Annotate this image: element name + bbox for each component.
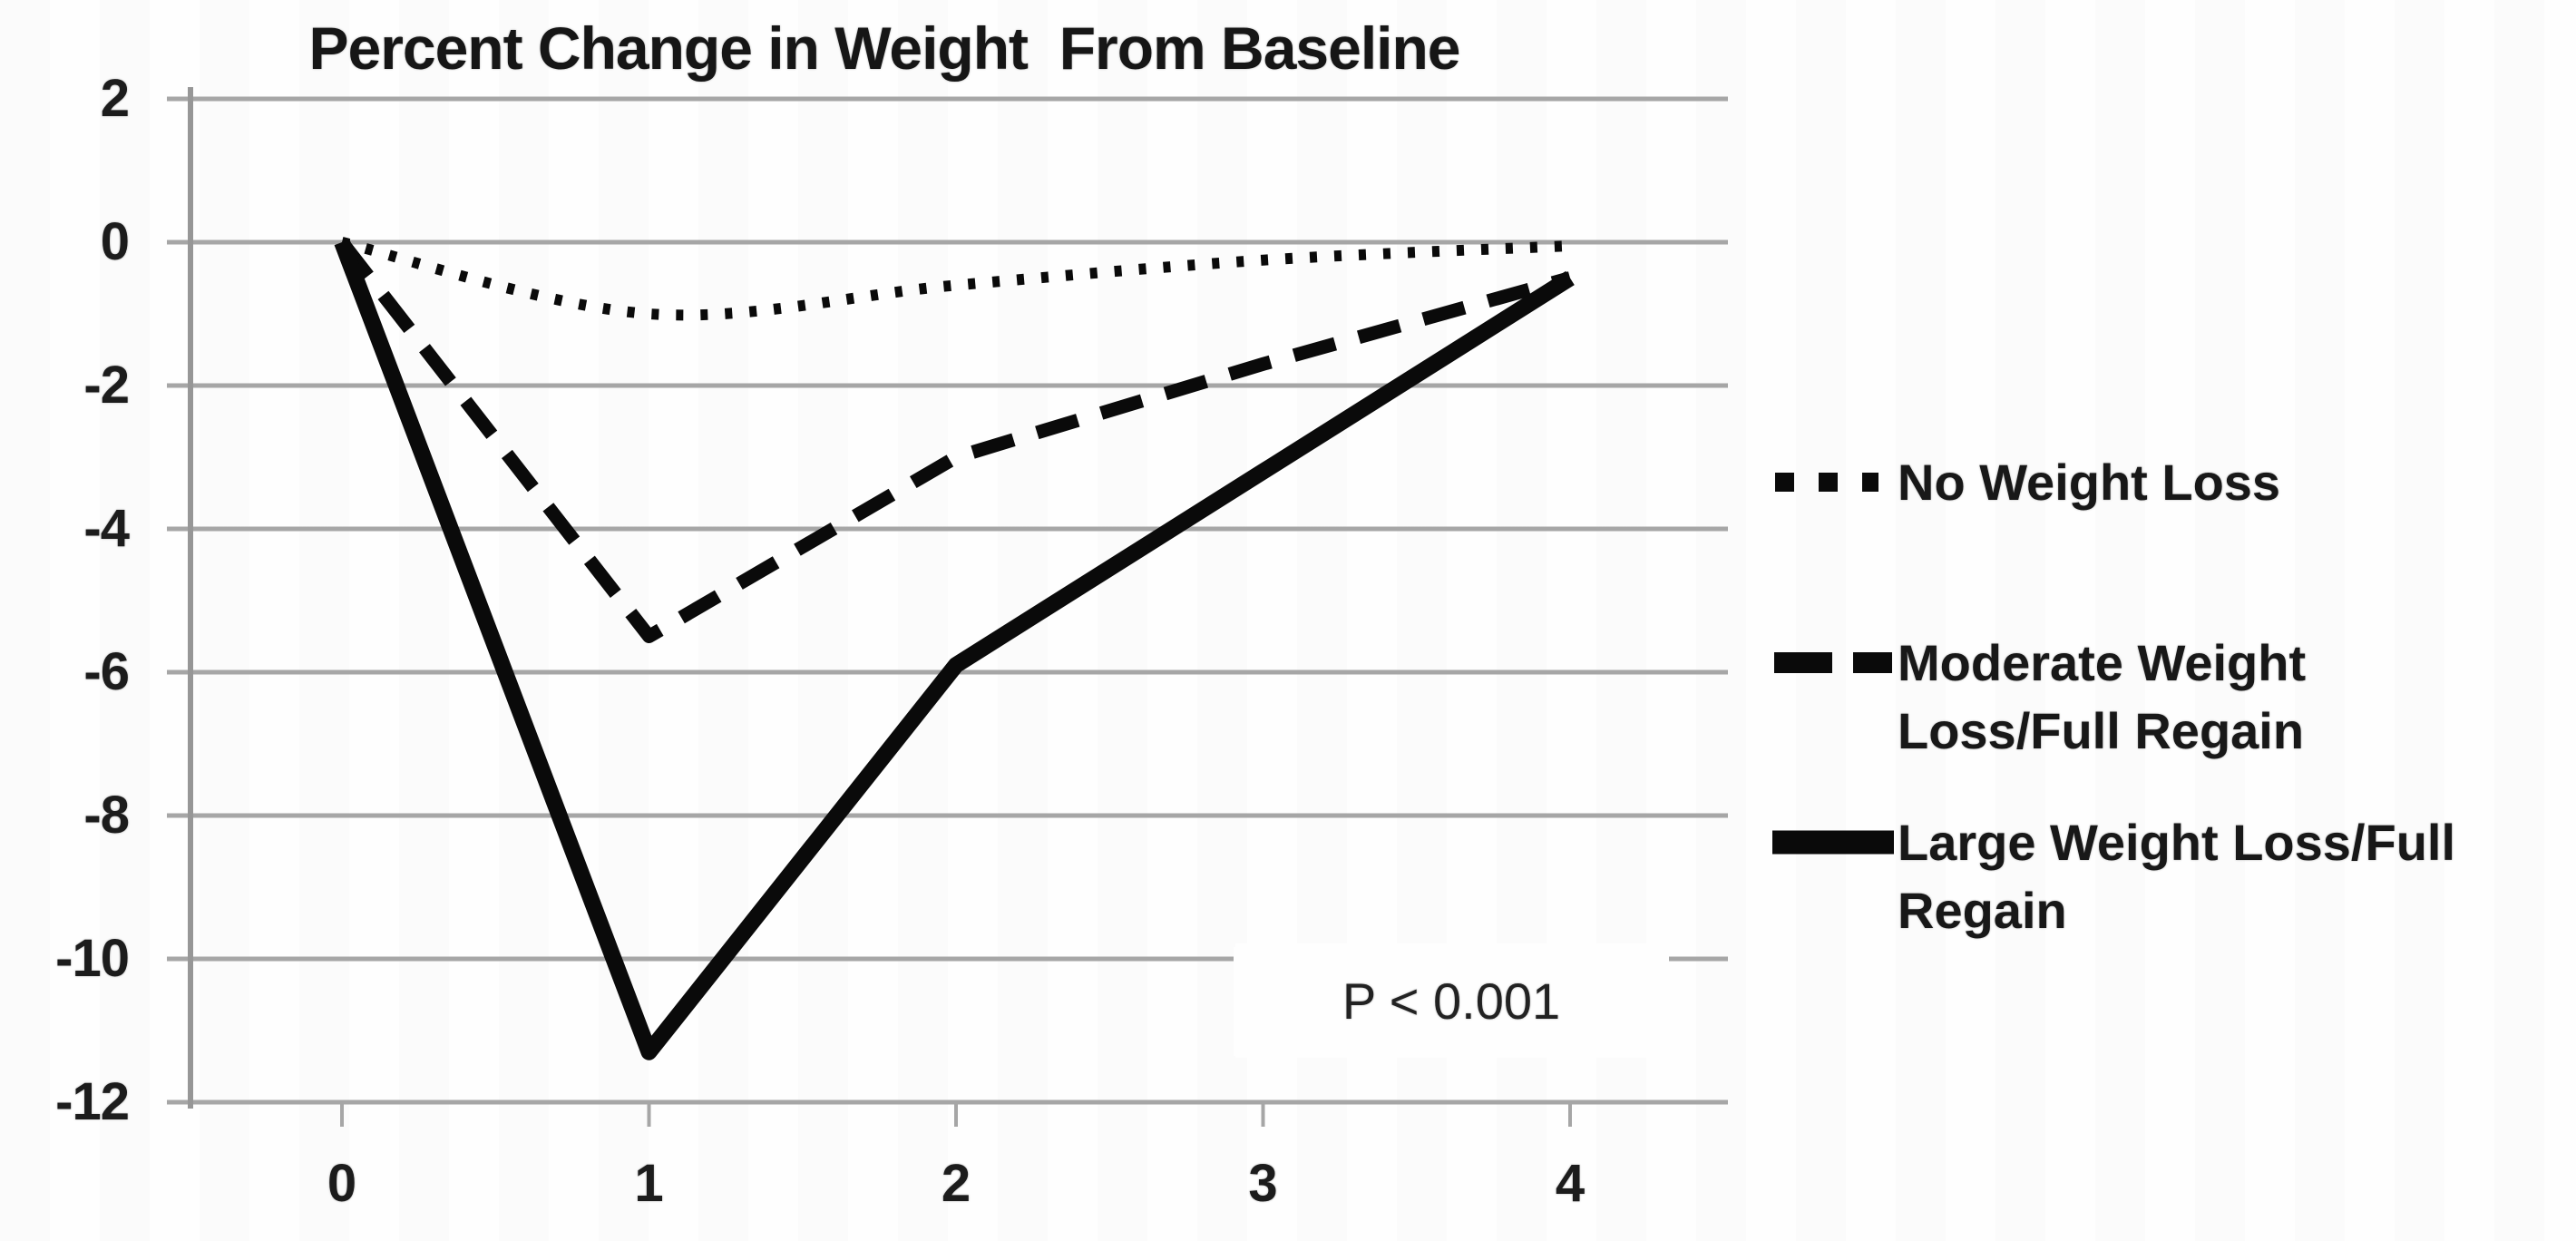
legend-label: No Weight Loss — [1898, 448, 2569, 516]
legend-label-line: No Weight Loss — [1898, 454, 2281, 511]
p-value-annotation: P < 0.001 — [1234, 947, 1669, 1056]
legend-label-line: Regain — [1898, 882, 2067, 939]
legend-label-line: Loss/Full Regain — [1898, 702, 2305, 759]
chart-title: Percent Change in Weight From Baseline — [308, 15, 1460, 82]
x-tick-label: 4 — [1555, 1154, 1586, 1213]
x-tick-label: 0 — [327, 1154, 357, 1213]
legend-marker-dotted-line-icon — [1775, 473, 1878, 492]
legend-label-line: Moderate Weight — [1898, 634, 2307, 691]
legend-label-line: Large Weight Loss/Full — [1898, 814, 2456, 871]
y-tick-label: -12 — [55, 1072, 130, 1131]
x-tick-label: 3 — [1248, 1154, 1278, 1213]
y-tick-label: 0 — [100, 212, 130, 271]
x-tick-label: 1 — [634, 1154, 664, 1213]
legend-label: Large Weight Loss/Full Regain — [1898, 808, 2569, 944]
y-tick-label: 2 — [100, 69, 130, 128]
y-tick-label: -8 — [83, 786, 130, 845]
legend-item: Large Weight Loss/Full Regain — [1769, 808, 2569, 944]
y-tick-label: -10 — [55, 929, 130, 988]
x-tick-label: 2 — [941, 1154, 971, 1213]
legend-item: No Weight Loss — [1769, 448, 2569, 516]
series-line-moderate-weight-loss-full-regain — [337, 238, 1573, 643]
legend-label: Moderate Weight Loss/Full Regain — [1898, 629, 2569, 765]
y-tick-label: -2 — [83, 356, 130, 415]
y-tick-label: -6 — [83, 642, 130, 701]
legend-marker-solid-line-icon — [1772, 830, 1894, 855]
series-line-no-weight-loss — [340, 237, 1571, 321]
y-tick-label: -4 — [83, 499, 130, 558]
legend-marker-dashed-line-icon — [1774, 652, 1892, 673]
legend-item: Moderate Weight Loss/Full Regain — [1769, 629, 2569, 765]
series-line-large-weight-loss-full-regain — [334, 239, 1575, 1060]
legend: No Weight Loss Moderate Weight Loss/Full R… — [1769, 0, 2576, 1241]
